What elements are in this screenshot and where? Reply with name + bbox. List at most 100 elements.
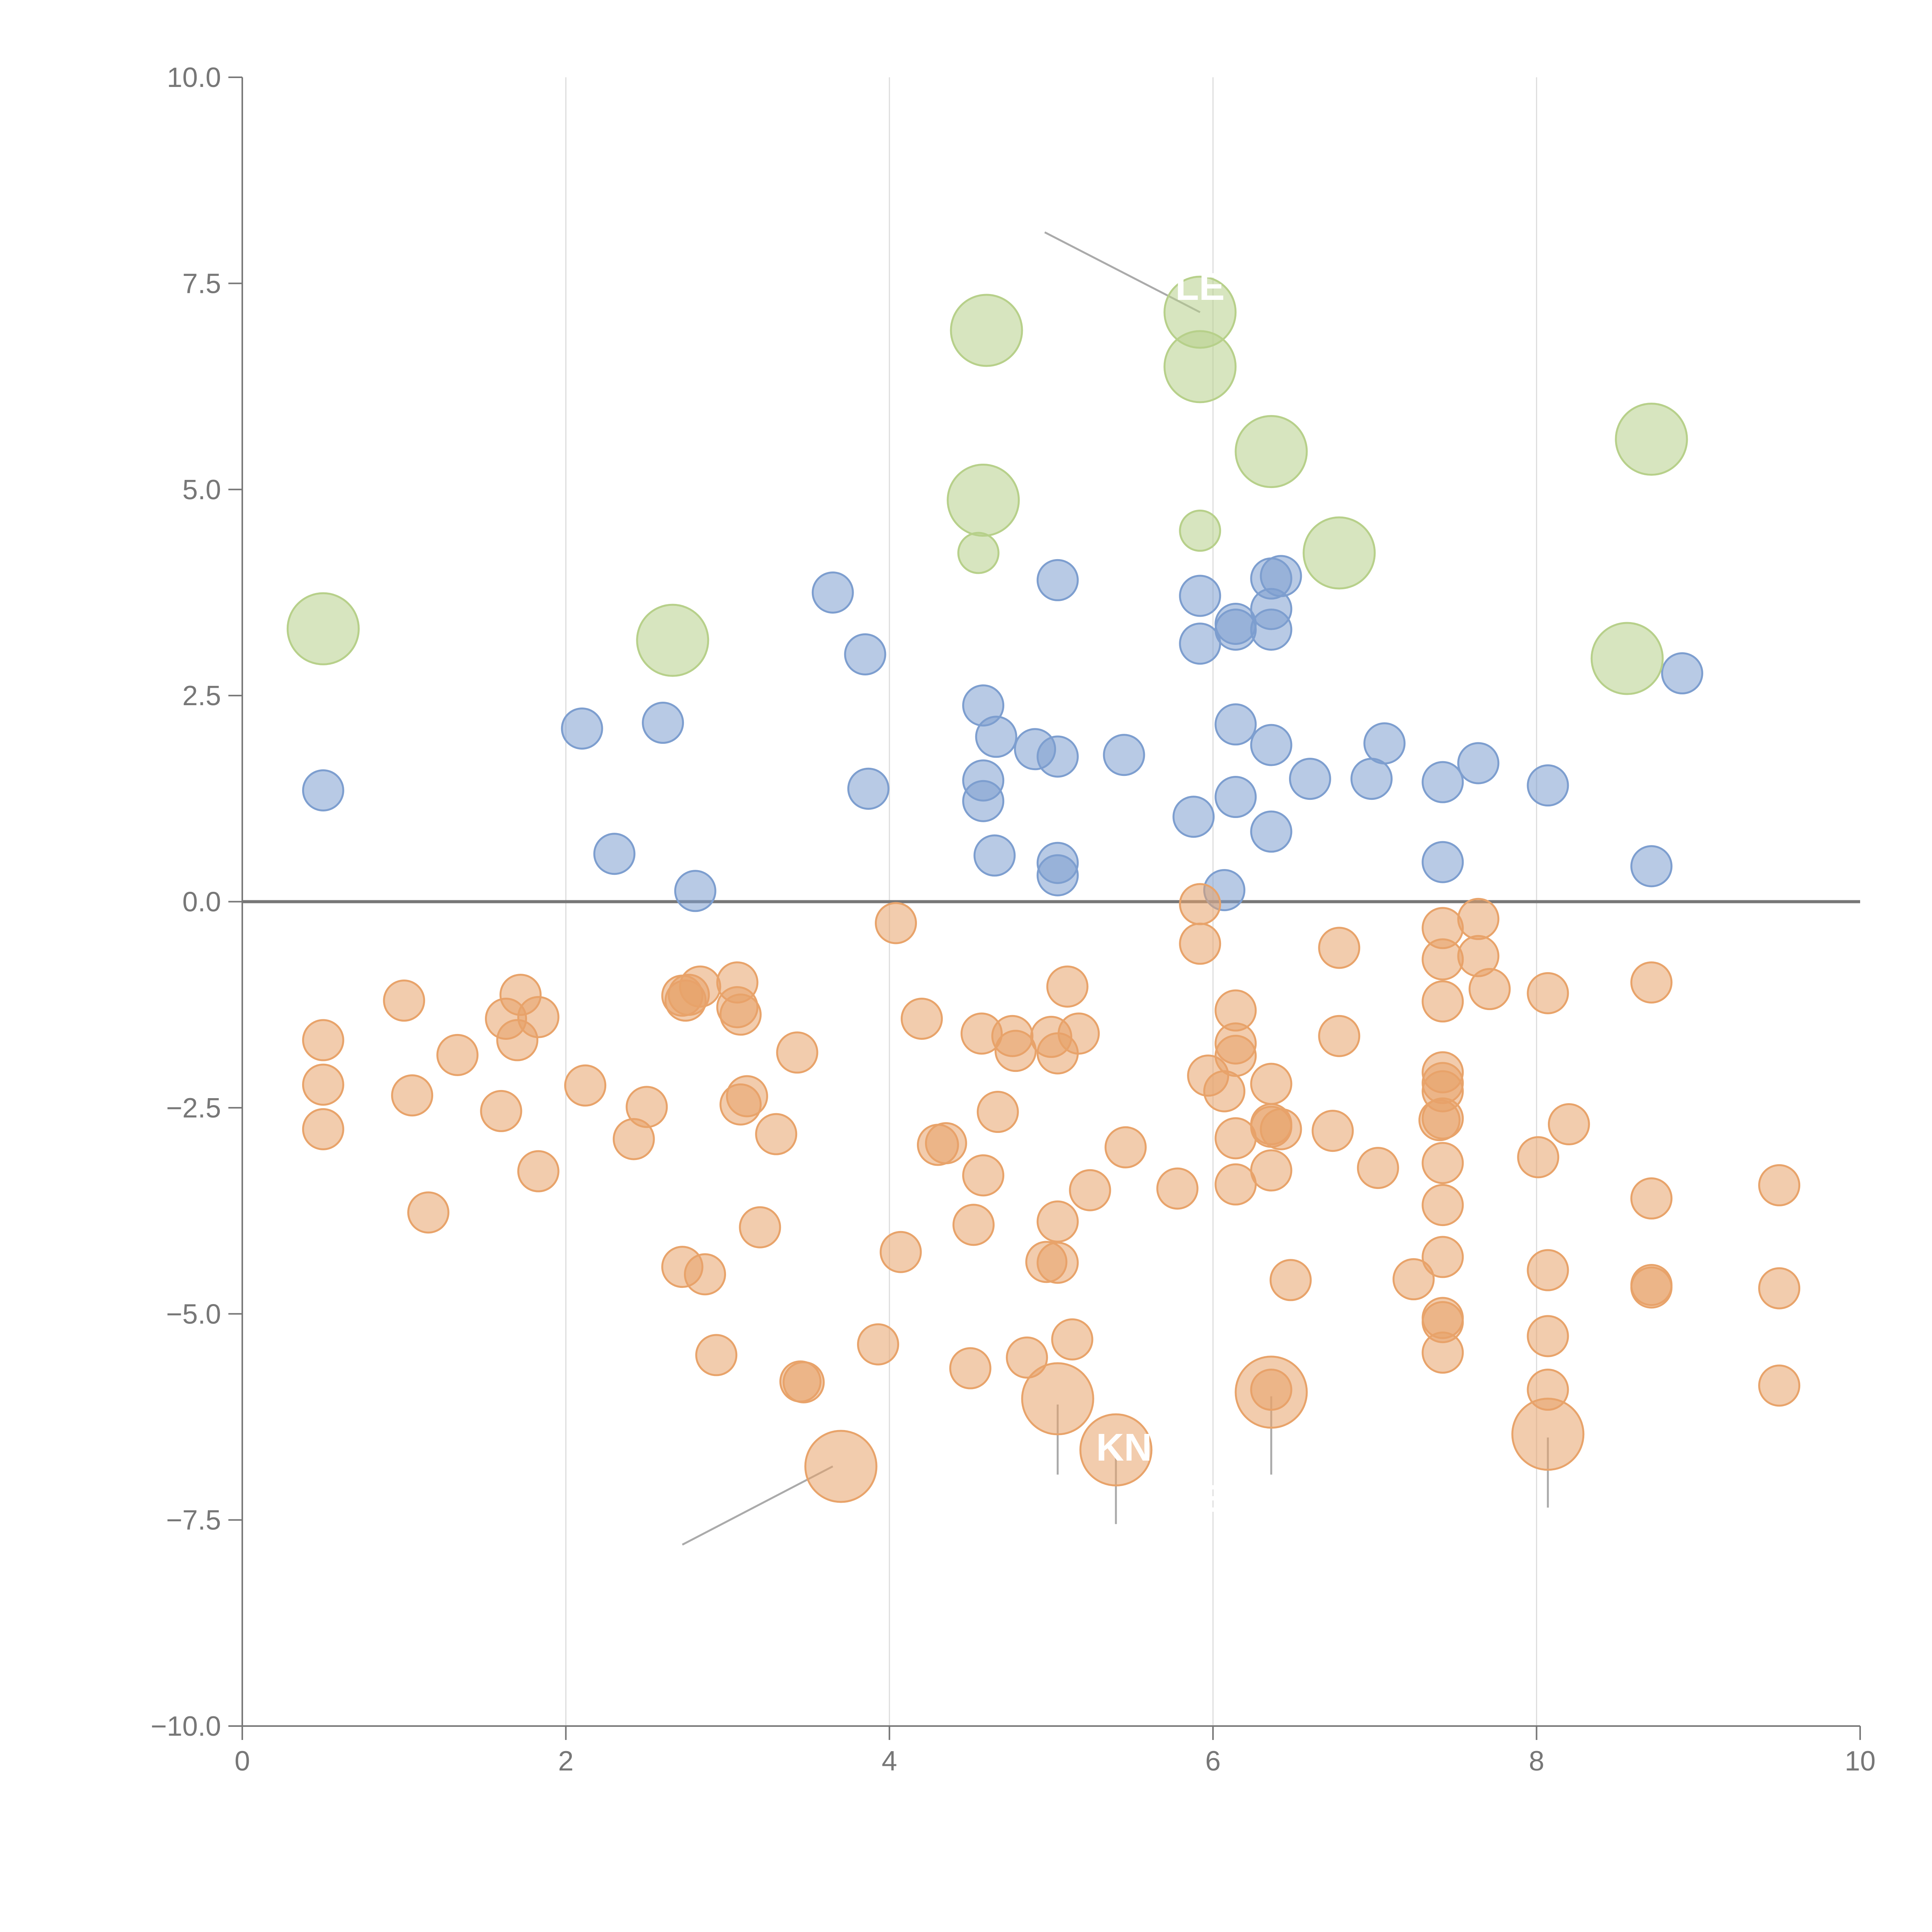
negative-point [726,1075,768,1117]
negative-point [1758,1364,1801,1407]
highlight-point [1615,403,1688,476]
negative-point [755,1113,798,1155]
negative-point [1422,1142,1464,1184]
negative-point [1517,1136,1560,1179]
negative-point [719,993,762,1036]
positive-point [1036,559,1079,601]
positive-point [975,716,1017,758]
negative-point [1214,1034,1257,1077]
negative-point [1318,927,1361,969]
negative-point [302,1063,344,1106]
negative-point [1069,1169,1111,1211]
negative-point [1758,1164,1801,1206]
negative-point [1630,1177,1673,1220]
positive-point [302,769,344,811]
positive-point [1250,724,1293,766]
negative-point [776,1031,818,1074]
negative-point [1527,1249,1569,1291]
negative-point [1269,1259,1312,1301]
point-layer [286,276,1801,1503]
negative-large-point [804,1430,878,1503]
highlight-point [1590,622,1664,695]
negative-point [1422,1184,1464,1226]
negative-point [1318,1015,1361,1057]
highlight-point [1163,330,1237,403]
negative-point [391,1074,434,1117]
negative-point [1468,968,1511,1010]
positive-point [1036,854,1079,896]
x-tick-label: 0 [235,1746,250,1777]
positive-point [674,870,716,912]
negative-point [1214,1117,1257,1160]
annotation-label: E [1200,1477,1226,1520]
y-tick-label: 7.5 [182,268,221,299]
negative-point [1260,1108,1302,1150]
negative-point [1527,972,1569,1014]
positive-point [811,571,854,614]
negative-point [1548,1103,1590,1146]
negative-point [976,1091,1019,1133]
positive-point [1630,845,1673,888]
positive-point [1422,761,1464,803]
negative-point [1036,1242,1079,1284]
y-tick-label: 5.0 [182,474,221,505]
negative-large-point [1235,1355,1308,1429]
negative-point [302,1019,344,1061]
negative-point [1630,961,1673,1004]
negative-point [952,1204,995,1246]
negative-point [407,1191,450,1234]
negative-point [925,1122,967,1165]
y-tick-label: 2.5 [182,680,221,711]
positive-point [1422,841,1464,883]
positive-point [973,834,1016,877]
negative-point [875,902,917,944]
negative-point [1311,1110,1354,1152]
negative-point [857,1323,899,1366]
negative-point [1457,898,1500,940]
negative-point [564,1064,607,1107]
positive-point [1214,608,1257,651]
y-tick-label: −10.0 [151,1711,221,1742]
negative-large-point [1021,1362,1094,1435]
highlight-point [950,294,1023,367]
positive-point [593,833,636,875]
highlight-point [286,592,360,665]
axis-layer: 10.0 7.5 5.0 2.5 0.0 −2.5 −5.0 −7.5 −10.0 0 2 4 6 8 10 [151,62,1876,1777]
positive-point [1350,758,1393,800]
annotation-label: LE [1175,265,1225,308]
negative-point [517,1150,560,1192]
negative-point [879,1231,922,1273]
positive-point [1103,734,1145,776]
positive-point [1179,575,1221,617]
positive-point [1036,735,1079,778]
positive-point [1527,764,1569,807]
negative-point [1422,980,1464,1023]
positive-point [1214,703,1257,746]
negative-point [1758,1267,1801,1310]
negative-point [1527,1315,1569,1357]
negative-point [1422,1332,1464,1374]
negative-point [1104,1126,1147,1168]
negative-point [480,1090,522,1132]
y-tick-label: −2.5 [166,1093,221,1124]
x-tick-label: 6 [1205,1746,1221,1777]
positive-point [1250,810,1293,853]
highlight-point [957,532,1000,574]
y-tick-label: 10.0 [167,62,221,93]
negative-point [302,1108,344,1150]
highlight-point [947,463,1020,537]
negative-point [1058,1012,1100,1055]
positive-point [847,767,889,810]
leader-layer [682,231,1549,1546]
negative-point [1179,922,1221,965]
positive-point [1661,652,1703,695]
negative-point [679,965,721,1008]
negative-point [1422,1236,1464,1278]
negative-large-point [1511,1398,1585,1471]
x-tick-label: 2 [558,1746,573,1777]
positive-point [1289,758,1331,800]
negative-point [1422,1097,1464,1140]
positive-point [844,633,886,675]
negative-point [626,1086,668,1128]
negative-point [1046,965,1088,1008]
